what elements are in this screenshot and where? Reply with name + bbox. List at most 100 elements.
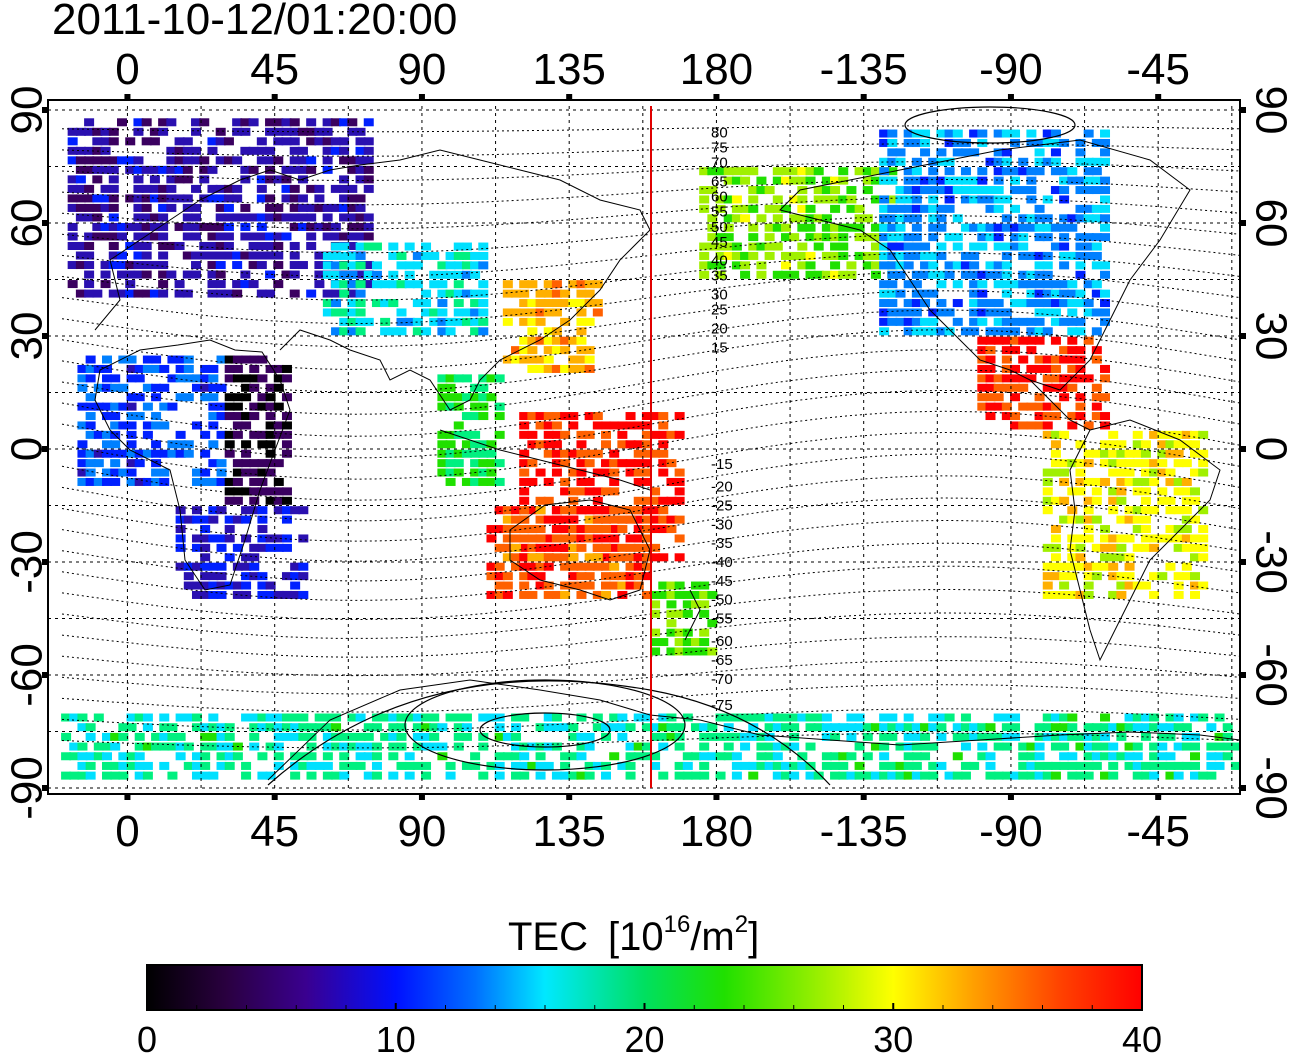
tec-pixel — [1091, 327, 1102, 336]
tec-pixel — [126, 440, 137, 449]
tec-pixel — [1018, 336, 1029, 345]
tec-pixel — [1132, 506, 1143, 515]
tec-pixel — [355, 317, 366, 326]
tec-pixel — [208, 383, 219, 392]
tec-pixel — [699, 647, 710, 656]
tec-pixel — [584, 525, 595, 534]
tec-pixel — [1132, 515, 1143, 524]
tec-pixel — [84, 146, 95, 155]
tec-pixel — [257, 487, 268, 496]
tec-pixel — [715, 270, 726, 279]
tec-pixel — [445, 459, 456, 468]
tec-pixel — [85, 459, 96, 468]
tec-pixel — [740, 167, 751, 176]
tec-pixel — [1067, 364, 1078, 373]
tec-pixel — [650, 496, 661, 505]
tec-pixel — [568, 543, 579, 552]
tec-pixel — [1001, 167, 1012, 176]
tec-pixel — [944, 327, 955, 336]
tec-pixel — [887, 317, 898, 326]
tec-pixel — [248, 232, 259, 241]
tec-pixel — [1100, 449, 1111, 458]
tec-pixel — [658, 742, 669, 751]
tec-pixel — [1116, 752, 1127, 761]
tec-pixel — [215, 222, 226, 231]
tec-pixel — [1059, 280, 1070, 289]
colorbar-tick-label: 30 — [873, 1019, 913, 1057]
tec-pixel — [248, 118, 259, 127]
tec-pixel — [551, 553, 562, 562]
tec-pixel — [568, 506, 579, 515]
tec-pixel — [191, 118, 202, 127]
tec-pixel — [297, 156, 308, 165]
tec-pixel — [903, 713, 914, 722]
tec-pixel — [281, 194, 292, 203]
tec-pixel — [1018, 270, 1029, 279]
tec-pixel — [928, 251, 939, 260]
tec-pixel — [928, 261, 939, 270]
tec-pixel — [396, 732, 407, 741]
tec-pixel — [1059, 233, 1070, 242]
tec-pixel — [1100, 129, 1111, 138]
tec-pixel — [1018, 251, 1029, 260]
tec-pixel — [699, 771, 710, 780]
tec-pixel — [167, 355, 178, 364]
tec-pixel — [208, 515, 219, 524]
tec-pixel — [1075, 242, 1086, 251]
tec-pixel — [1124, 477, 1135, 486]
tec-pixel — [339, 270, 350, 279]
tec-pixel — [421, 327, 432, 336]
tec-pixel — [347, 194, 358, 203]
tec-pixel — [1190, 742, 1201, 751]
tec-pixel — [93, 459, 104, 468]
tec-pixel — [461, 251, 472, 260]
tec-pixel — [846, 270, 857, 279]
tec-pixel — [1010, 336, 1021, 345]
tec-pixel — [92, 222, 103, 231]
tec-pixel — [1083, 421, 1094, 430]
tec-pixel — [1001, 402, 1012, 411]
lon-label-bottom: 90 — [397, 807, 446, 856]
tec-pixel — [674, 468, 685, 477]
tec-pixel — [289, 241, 300, 250]
tec-pixel — [486, 534, 497, 543]
tec-pixel — [1173, 723, 1184, 732]
tec-pixel — [1059, 186, 1070, 195]
tec-pixel — [223, 222, 234, 231]
tec-pixel — [625, 543, 636, 552]
tec-pixel — [977, 299, 988, 308]
tec-pixel — [641, 506, 652, 515]
tec-pixel — [805, 176, 816, 185]
tec-pixel — [314, 280, 325, 289]
tec-pixel — [797, 176, 808, 185]
tec-pixel — [502, 590, 513, 599]
tec-pixel — [1083, 477, 1094, 486]
tec-pixel — [1050, 129, 1061, 138]
tec-pixel — [805, 204, 816, 213]
tec-pixel — [322, 308, 333, 317]
tec-pixel — [1124, 581, 1135, 590]
tec-pixel — [977, 270, 988, 279]
tec-pixel — [149, 232, 160, 241]
tec-pixel — [1149, 477, 1160, 486]
tec-pixel — [191, 562, 202, 571]
tec-pixel — [551, 364, 562, 373]
tec-pixel — [617, 581, 628, 590]
tec-pixel — [592, 534, 603, 543]
tec-pixel — [322, 270, 333, 279]
tec-pixel — [355, 222, 366, 231]
map-plot-area: 8075706560555045403530252015-15-20-25-30… — [48, 100, 1240, 794]
tec-pixel — [887, 270, 898, 279]
tec-pixel — [1214, 742, 1225, 751]
tec-pixel — [1181, 534, 1192, 543]
tec-pixel — [903, 233, 914, 242]
tec-pixel — [527, 562, 538, 571]
tec-pixel — [658, 515, 669, 524]
tec-pixel — [1034, 402, 1045, 411]
tec-pixel — [535, 723, 546, 732]
tec-pixel — [1018, 157, 1029, 166]
tec-pixel — [1067, 459, 1078, 468]
tec-pixel — [780, 270, 791, 279]
tec-pixel — [158, 232, 169, 241]
tec-pixel — [380, 280, 391, 289]
